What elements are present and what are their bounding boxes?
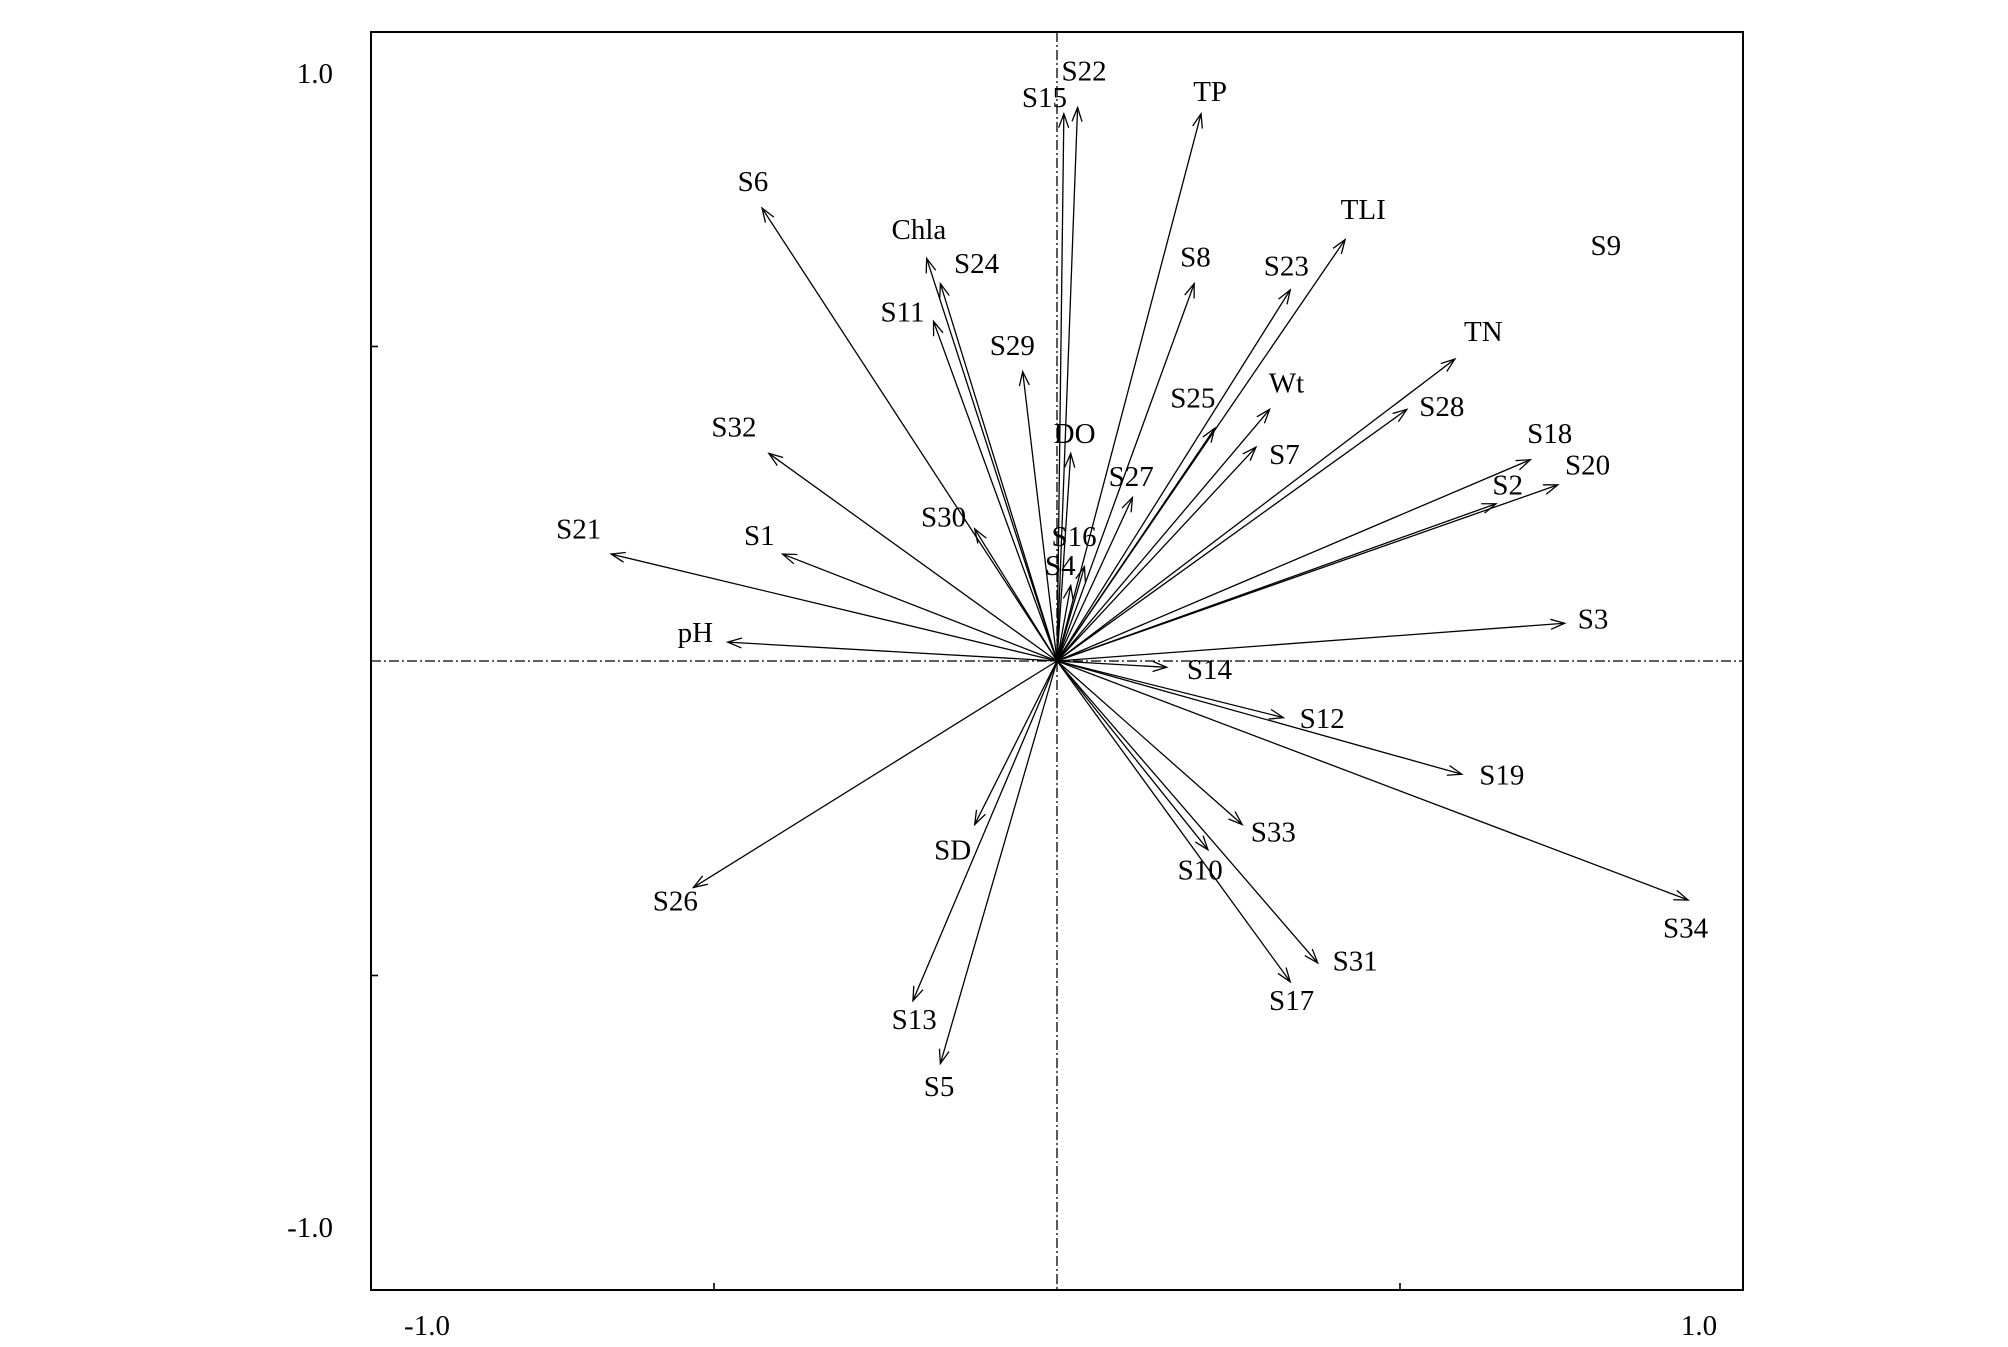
label-s27: S27 xyxy=(1109,461,1154,493)
label-s3: S3 xyxy=(1578,603,1609,635)
label-s2: S2 xyxy=(1492,470,1523,502)
arrow-s27 xyxy=(1056,495,1134,662)
arrow-s13 xyxy=(912,660,1058,1003)
label-tn: TN xyxy=(1464,316,1503,348)
arrow-s11 xyxy=(932,319,1058,662)
arrow-s3 xyxy=(1056,618,1567,662)
label-s21: S21 xyxy=(556,513,601,545)
label-tli: TLI xyxy=(1341,194,1386,226)
vector-labels: S1 S2 S3 S4 S5 S6 S7 S8 S9 S10 S11 S12 S13 S14 S15 S16 S… xyxy=(556,55,1708,1103)
arrow-s15 xyxy=(1056,111,1070,662)
label-s18: S18 xyxy=(1527,418,1572,450)
label-s6: S6 xyxy=(738,166,769,198)
label-s10: S10 xyxy=(1178,854,1223,886)
arrow-wt xyxy=(1056,407,1271,662)
label-wt: Wt xyxy=(1269,368,1304,400)
arrow-s18 xyxy=(1056,458,1533,662)
label-s26: S26 xyxy=(653,886,698,918)
label-s34: S34 xyxy=(1663,912,1709,944)
arrow-s8 xyxy=(1056,281,1195,662)
arrow-s7 xyxy=(1056,445,1258,662)
label-s32: S32 xyxy=(711,412,756,444)
label-s13: S13 xyxy=(892,1004,937,1036)
arrow-s4 xyxy=(1056,583,1074,662)
label-s33: S33 xyxy=(1251,816,1296,848)
x-tick-label-right: 1.0 xyxy=(1681,1310,1717,1342)
label-s12: S12 xyxy=(1300,703,1345,735)
label-s16: S16 xyxy=(1052,521,1097,553)
y-tick-label-bottom: -1.0 xyxy=(287,1212,333,1244)
arrow-do xyxy=(1056,451,1076,662)
arrow-ph xyxy=(725,637,1058,662)
arrow-s5 xyxy=(938,660,1058,1066)
axis-ticks xyxy=(371,345,1401,1290)
label-s11: S11 xyxy=(880,296,924,328)
label-s7: S7 xyxy=(1269,439,1300,471)
y-tick-label-top: 1.0 xyxy=(297,58,333,90)
arrow-s31 xyxy=(1056,660,1319,965)
label-sd: SD xyxy=(934,834,971,866)
label-s31: S31 xyxy=(1333,946,1378,978)
label-s14: S14 xyxy=(1187,654,1233,686)
label-s1: S1 xyxy=(744,520,775,552)
arrow-s32 xyxy=(767,452,1058,662)
label-s5: S5 xyxy=(924,1071,955,1103)
arrow-sd xyxy=(973,660,1058,827)
label-ph: pH xyxy=(678,617,714,649)
arrow-tn xyxy=(1056,357,1457,662)
label-s22: S22 xyxy=(1061,55,1106,87)
label-s19: S19 xyxy=(1479,760,1524,792)
label-s20: S20 xyxy=(1565,449,1610,481)
label-s29: S29 xyxy=(990,330,1035,362)
arrow-s28 xyxy=(1056,408,1409,662)
arrow-s12 xyxy=(1056,660,1286,720)
arrow-s10 xyxy=(1056,660,1210,852)
label-do: DO xyxy=(1054,418,1096,450)
arrow-s21 xyxy=(609,551,1058,662)
label-s4: S4 xyxy=(1045,550,1076,582)
label-s15: S15 xyxy=(1022,82,1067,114)
label-s17: S17 xyxy=(1269,985,1314,1017)
label-tp: TP xyxy=(1193,76,1227,108)
label-s24: S24 xyxy=(954,248,1000,280)
arrow-s1 xyxy=(780,553,1058,662)
label-chla: Chla xyxy=(892,214,947,246)
arrow-s34 xyxy=(1056,660,1690,901)
arrow-s20 xyxy=(1056,484,1560,662)
label-s9: S9 xyxy=(1590,230,1621,262)
arrow-s23 xyxy=(1056,288,1292,662)
label-s8: S8 xyxy=(1180,242,1211,274)
label-s23: S23 xyxy=(1264,251,1309,283)
arrow-s29 xyxy=(1018,369,1058,662)
arrow-s22 xyxy=(1056,105,1083,662)
arrow-vectors xyxy=(609,105,1690,1066)
arrow-tp xyxy=(1056,111,1203,662)
arrow-s26 xyxy=(691,660,1058,889)
arrow-s19 xyxy=(1056,660,1464,776)
label-s30: S30 xyxy=(921,501,966,533)
arrow-tli xyxy=(1056,237,1347,662)
label-s25: S25 xyxy=(1170,383,1215,415)
arrow-s6 xyxy=(760,206,1058,662)
arrow-s33 xyxy=(1056,660,1244,826)
x-tick-label-left: -1.0 xyxy=(404,1310,450,1342)
arrow-chla xyxy=(925,256,1058,662)
arrow-s14 xyxy=(1056,660,1169,673)
label-s28: S28 xyxy=(1419,391,1464,423)
arrow-s30 xyxy=(973,527,1058,662)
arrow-s17 xyxy=(1056,660,1292,984)
arrow-s24 xyxy=(939,281,1058,662)
